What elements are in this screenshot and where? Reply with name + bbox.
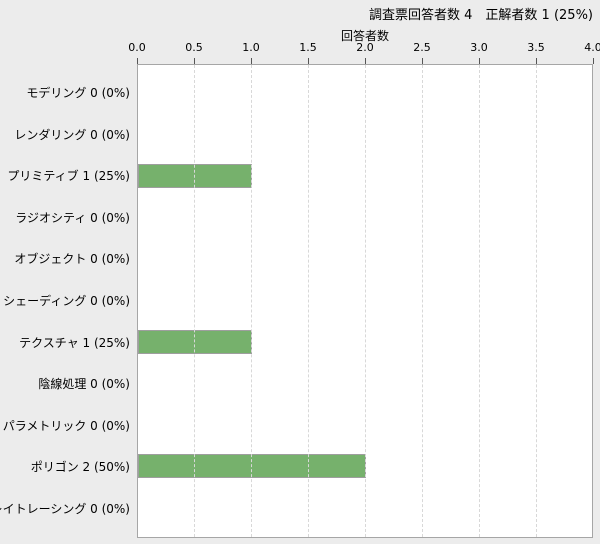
x-tick-mark <box>194 58 195 64</box>
category-label: オブジェクト 0 (0%) <box>14 252 130 267</box>
chart-title: 調査票回答者数 4 正解者数 1 (25%) <box>369 8 593 23</box>
bar-row <box>138 445 592 486</box>
category-label: テクスチャ 1 (25%) <box>19 335 130 350</box>
bar-row <box>138 156 592 197</box>
gridline <box>479 65 480 537</box>
gridline <box>194 65 195 537</box>
category-label: ポリゴン 2 (50%) <box>30 460 130 475</box>
x-tick-mark <box>479 58 480 64</box>
bar-rows <box>138 73 592 528</box>
gridline <box>536 65 537 537</box>
x-tick-label: 4.0 <box>584 41 600 54</box>
x-tick-label: 2.0 <box>356 41 374 54</box>
bar-row <box>138 321 592 362</box>
x-tick-label: 1.5 <box>299 41 317 54</box>
x-tick-label: 1.0 <box>242 41 260 54</box>
category-label: プリミティブ 1 (25%) <box>7 169 130 184</box>
category-label: レイトレーシング 0 (0%) <box>0 501 130 516</box>
category-label: ラジオシティ 0 (0%) <box>15 210 130 225</box>
x-tick-label: 2.5 <box>413 41 431 54</box>
plot-area <box>137 64 593 538</box>
bar-テクスチャ <box>138 329 252 354</box>
x-tick-mark <box>251 58 252 64</box>
x-tick-label: 3.5 <box>527 41 545 54</box>
x-tick-mark <box>593 58 594 64</box>
category-label: 陰線処理 0 (0%) <box>38 377 130 392</box>
x-tick-mark <box>422 58 423 64</box>
category-label: モデリング 0 (0%) <box>26 86 130 101</box>
gridline <box>365 65 366 537</box>
x-tick-label: 0.0 <box>128 41 146 54</box>
category-labels: モデリング 0 (0%) レンダリング 0 (0%) プリミティブ 1 (25%) ラ… <box>0 72 130 529</box>
x-tick-mark <box>536 58 537 64</box>
gridline <box>251 65 252 537</box>
category-label: レンダリング 0 (0%) <box>14 127 130 142</box>
x-tick-mark <box>137 58 138 64</box>
bar-プリミティブ <box>138 164 252 189</box>
x-tick-label: 3.0 <box>470 41 488 54</box>
x-tick-mark <box>308 58 309 64</box>
x-tick-mark <box>365 58 366 64</box>
category-label: シェーディング 0 (0%) <box>3 294 130 308</box>
gridline <box>308 65 309 537</box>
gridline <box>422 65 423 537</box>
category-label: パラメトリック 0 (0%) <box>2 418 130 433</box>
bar-ポリゴン <box>138 453 366 478</box>
x-tick-label: 0.5 <box>185 41 203 54</box>
x-axis-title: 回答者数 <box>340 29 389 43</box>
